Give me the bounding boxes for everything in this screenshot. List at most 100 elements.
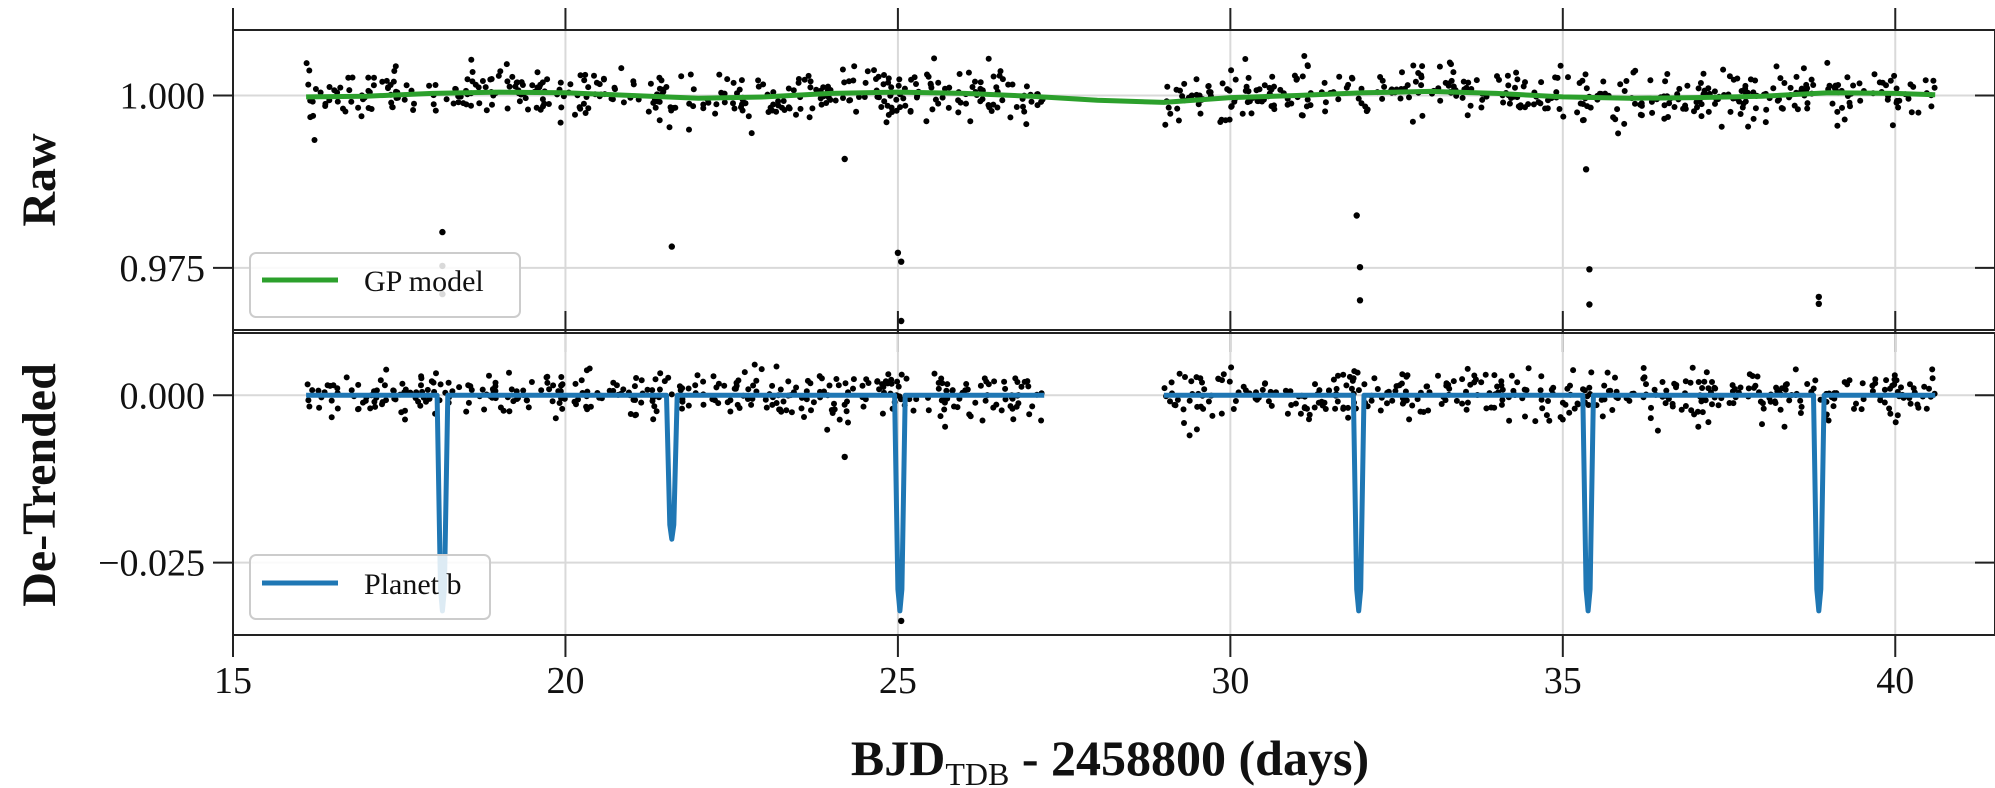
data-point [850,385,856,392]
data-point [1464,365,1471,372]
data-point [1228,364,1235,371]
data-point [700,101,707,108]
data-point [888,84,895,91]
data-point [795,76,802,82]
data-point [391,68,398,74]
data-point [694,372,701,379]
data-point [1513,69,1520,76]
data-point [1921,383,1928,390]
data-point [907,108,914,115]
data-point [1895,104,1902,111]
outlier-point [1353,212,1360,219]
data-point [1034,102,1041,109]
data-point [463,408,470,415]
data-point [856,94,862,100]
data-point [884,380,891,387]
data-point [1025,383,1032,390]
data-point [355,405,362,412]
data-point [627,411,634,417]
gp-model-line [306,88,1936,105]
data-point [506,369,512,376]
data-point [1612,374,1618,381]
detrended-panel-frame [232,332,1995,636]
data-point [418,375,425,382]
data-point [1479,96,1486,103]
data-point [1226,378,1233,385]
data-point [1334,398,1341,405]
data-point [1915,109,1922,116]
data-point [931,55,938,62]
data-point [316,404,323,411]
data-point [679,405,685,412]
data-point [1168,379,1175,386]
data-point [426,82,433,89]
data-point [881,72,887,78]
data-point [1893,85,1900,92]
data-point [495,72,502,79]
data-point [678,73,685,80]
data-point [894,378,901,385]
data-point [831,400,837,407]
data-point [1691,108,1697,115]
data-point [1720,66,1727,73]
data-point [1930,77,1937,84]
data-point [1615,130,1622,137]
data-point [692,382,699,389]
data-point [334,405,341,412]
data-point [878,104,885,110]
data-point [509,73,516,80]
data-point [1539,405,1546,412]
data-point [1583,85,1590,92]
data-point [481,406,488,413]
data-point [1459,94,1466,101]
data-point [997,68,1004,75]
data-point [609,96,616,103]
data-point [401,96,408,103]
data-point [1181,80,1188,87]
data-point [660,86,667,93]
detrended-grid [232,333,1995,635]
data-point [328,397,335,404]
data-point [550,382,557,389]
data-point [1858,406,1865,413]
data-point [1671,104,1678,110]
data-point [1330,376,1337,383]
data-point [1687,379,1694,386]
data-point [651,403,658,410]
data-point [900,95,907,102]
data-point [1265,398,1272,405]
data-point [956,71,963,77]
data-point [1689,364,1696,371]
data-point [1783,381,1790,388]
data-point [1752,77,1759,84]
data-point [632,397,639,403]
data-point [957,99,964,106]
data-point [964,386,971,393]
data-point [1018,383,1025,390]
data-point [1377,74,1384,80]
data-point [591,72,597,79]
data-point [773,108,780,115]
data-point [1248,110,1255,117]
data-point [687,71,694,78]
data-point [967,118,974,125]
data-point [1218,116,1225,123]
data-point [1410,62,1417,69]
data-point [522,95,529,102]
data-point [993,401,1000,408]
data-point [817,95,824,102]
data-point [823,100,830,106]
data-point [1174,396,1181,403]
data-point [1887,77,1894,84]
data-point [873,76,879,82]
data-point [1381,83,1388,90]
data-point [1442,79,1449,86]
data-point [1167,110,1174,117]
x-tick-label: 25 [879,660,917,702]
data-point [731,385,738,392]
data-point [832,97,839,104]
data-point [1742,85,1749,92]
data-point [1584,103,1591,110]
data-point [1698,113,1705,120]
data-point [845,419,851,426]
